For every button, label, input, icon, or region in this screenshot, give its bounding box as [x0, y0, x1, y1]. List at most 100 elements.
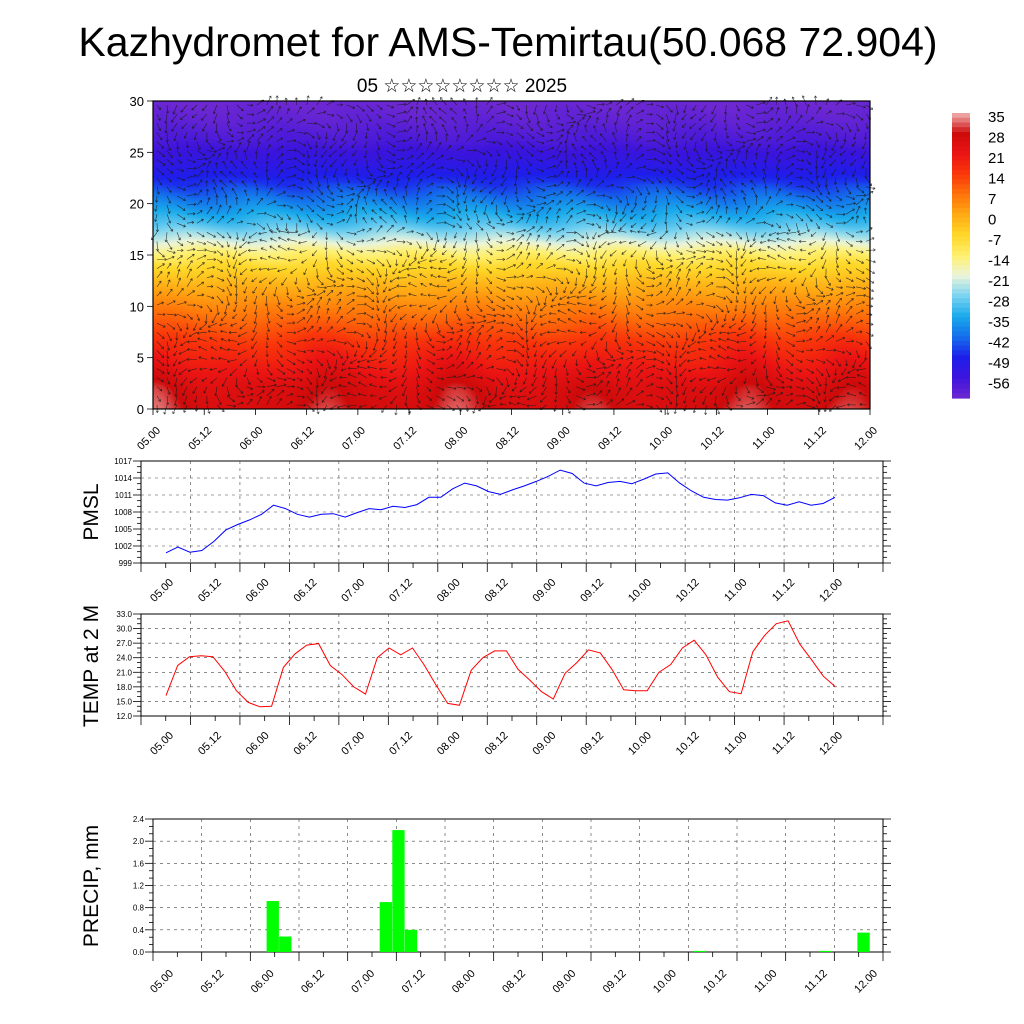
colorbar-swatch [952, 127, 970, 133]
colorbar-swatch [952, 179, 970, 185]
precip-bar [266, 901, 279, 952]
x-tick-label: 07.12 [391, 425, 419, 453]
pmsl-panel: 999 1002 1005 1008 1011 1014 1017 PMSL 05.00 05.1… [80, 457, 891, 605]
x-tick-label: 09.12 [596, 425, 624, 453]
colorbar-swatch [952, 364, 970, 371]
colorbar-swatch [952, 336, 970, 342]
colorbar-swatch [952, 146, 970, 152]
colorbar-swatch [952, 260, 970, 266]
colorbar-swatch [952, 174, 970, 181]
x-tick-label: 06.12 [292, 577, 320, 605]
colorbar-swatch [952, 345, 970, 352]
colorbar-swatch [952, 293, 970, 299]
colorbar-label: -7 [988, 232, 1001, 249]
y-tick-label: 0.0 [133, 948, 145, 957]
y-tick-label: 30.0 [116, 625, 132, 634]
x-tick-label: 10.12 [701, 968, 729, 996]
cross-section-heatmap [153, 101, 870, 409]
precip-bar [379, 902, 392, 952]
x-tick-label: 08.00 [435, 730, 463, 758]
y-tick-label: 27.0 [116, 639, 132, 648]
page-title: Kazhydromet for AMS-Temirtau(50.068 72.9… [78, 19, 937, 65]
x-tick-label: 08.12 [483, 730, 511, 758]
colorbar-label: 14 [988, 171, 1005, 188]
colorbar-label: 35 [988, 109, 1005, 126]
colorbar-swatch [952, 203, 970, 209]
x-tick-label: 05.00 [135, 425, 163, 453]
y-tick-label: 0 [137, 402, 144, 417]
y-tick-label: 5 [137, 351, 144, 366]
colorbar-swatch [952, 117, 970, 124]
x-tick-label: 08.00 [442, 425, 470, 453]
x-tick-label: 07.12 [400, 968, 428, 996]
colorbar-swatch [952, 317, 970, 323]
x-tick-label: 10.12 [674, 577, 702, 605]
x-tick-label: 09.12 [578, 577, 606, 605]
y-axis-label: PRECIP, mm [80, 825, 103, 947]
colorbar-label: -35 [988, 314, 1010, 331]
y-tick-label: 33.0 [116, 610, 132, 619]
x-tick-label: 06.12 [289, 425, 317, 453]
y-tick-label: 18.0 [116, 683, 132, 692]
y-tick-label: 20 [130, 197, 144, 212]
y-tick-label: 0.4 [133, 926, 145, 935]
colorbar-swatch [952, 326, 970, 333]
y-tick-label: 1008 [114, 508, 132, 517]
temp-series-line [165, 620, 836, 708]
colorbar-swatch [952, 265, 970, 271]
colorbar-swatch [952, 307, 970, 314]
x-tick-label: 06.12 [299, 968, 327, 996]
y-axis-label: PMSL [80, 483, 103, 540]
precip-bar [404, 929, 418, 952]
colorbar-swatch [952, 208, 970, 214]
y-tick-label: 999 [119, 559, 133, 568]
colorbar-swatch [952, 189, 970, 195]
y-tick-label: 12.0 [116, 712, 132, 721]
precip-bar [819, 950, 832, 952]
x-tick-label: 11.00 [750, 425, 777, 452]
colorbar-swatch [952, 236, 970, 242]
colorbar-swatch [952, 355, 970, 361]
x-tick-label: 07.12 [387, 577, 415, 605]
y-tick-label: 10 [130, 299, 144, 314]
temp-panel: 12.0 15.0 18.0 21.0 24.0 27.0 30.0 33.0 TEMP at … [80, 605, 891, 758]
x-tick-label: 05.00 [148, 730, 176, 758]
y-tick-label: 30 [130, 94, 144, 109]
colorbar-swatch [952, 341, 970, 347]
colorbar-swatch [952, 132, 970, 138]
colorbar-swatch [952, 198, 970, 204]
colorbar-label: 28 [988, 130, 1005, 147]
colorbar: 35 28 21 14 7 0 -7 -14 -21 -28 -35 -42 -49 -56 [952, 109, 1010, 399]
colorbar-swatch [952, 170, 970, 176]
x-tick-label: 06.00 [244, 577, 272, 605]
colorbar-swatch [952, 303, 970, 309]
colorbar-swatch [952, 217, 970, 223]
y-tick-label: 1017 [114, 457, 132, 466]
colorbar-swatch [952, 151, 970, 157]
y-tick-label: 1011 [115, 491, 133, 500]
colorbar-label: -28 [988, 294, 1010, 311]
page-subtitle: 05 ☆☆☆☆☆☆☆☆ 2025 [357, 76, 567, 97]
colorbar-swatch [952, 360, 970, 366]
x-tick-label: 09.00 [550, 968, 578, 996]
colorbar-label: -49 [988, 355, 1010, 372]
x-tick-label: 05.12 [196, 730, 224, 758]
colorbar-swatch [952, 288, 970, 295]
cross-section-panel: 0 5 10 15 20 25 30 05.00 05.12 06.00 06.12 07.00 07.… [130, 94, 881, 453]
colorbar-swatch [952, 369, 970, 375]
colorbar-swatch [952, 379, 970, 385]
x-tick-label: 08.12 [494, 425, 522, 453]
colorbar-swatch [952, 269, 970, 276]
x-tick-label: 10.00 [626, 577, 654, 605]
colorbar-swatch [952, 284, 970, 290]
colorbar-swatch [952, 212, 970, 219]
colorbar-label: -14 [988, 253, 1010, 270]
colorbar-label: -56 [988, 376, 1010, 393]
x-tick-label: 09.00 [530, 730, 558, 758]
x-tick-label: 07.00 [349, 968, 377, 996]
x-tick-label: 05.00 [148, 577, 176, 605]
x-tick-label: 09.12 [578, 730, 606, 758]
colorbar-swatch [952, 231, 970, 238]
y-tick-label: 1002 [114, 542, 132, 551]
